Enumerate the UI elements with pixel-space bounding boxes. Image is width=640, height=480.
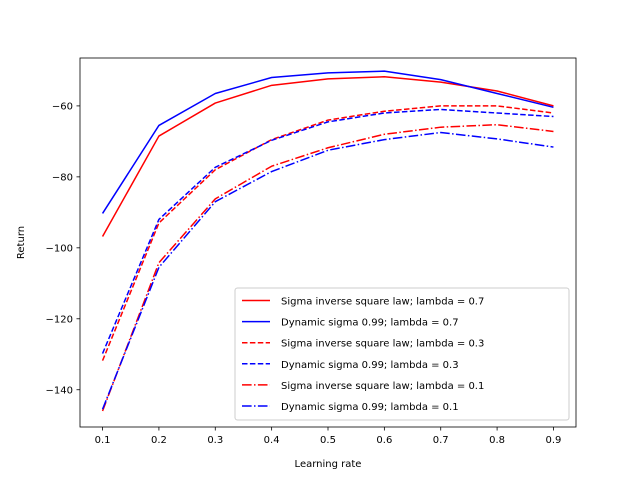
y-axis: −140 −120 −100 −80 −60	[46, 101, 80, 396]
legend: Sigma inverse square law; lambda = 0.7 Dy…	[234, 287, 570, 421]
series-line-2	[101, 70, 554, 214]
y-tick-label: −140	[46, 385, 73, 396]
legend-label-6: Dynamic sigma 0.99; lambda = 0.1	[281, 402, 459, 413]
x-tick-label: 0.5	[320, 435, 336, 446]
series-line-3	[101, 105, 554, 361]
x-tick-label: 0.9	[546, 435, 562, 446]
y-tick-label: −60	[52, 101, 73, 112]
legend-label-5: Sigma inverse square law; lambda = 0.1	[281, 381, 484, 392]
series-line-4	[101, 108, 554, 354]
x-tick-label: 0.6	[376, 435, 392, 446]
series-line-1	[101, 76, 554, 237]
y-tick-label: −100	[46, 243, 73, 254]
x-axis-label: Learning rate	[295, 459, 362, 470]
series-layer	[101, 70, 554, 412]
x-tick-label: 0.1	[95, 435, 111, 446]
legend-label-4: Dynamic sigma 0.99; lambda = 0.3	[281, 360, 459, 371]
legend-label-1: Sigma inverse square law; lambda = 0.7	[281, 297, 484, 308]
legend-label-3: Sigma inverse square law; lambda = 0.3	[281, 339, 484, 350]
x-tick-label: 0.8	[489, 435, 505, 446]
x-tick-label: 0.3	[207, 435, 223, 446]
y-axis-label: Return	[16, 226, 27, 259]
legend-box	[234, 287, 570, 421]
x-tick-label: 0.4	[264, 435, 280, 446]
y-tick-label: −80	[52, 172, 73, 183]
x-tick-label: 0.2	[151, 435, 167, 446]
x-axis: 0.1 0.2 0.3 0.4 0.5 0.6 0.7 0.8 0.9	[95, 427, 562, 446]
series-line-6	[101, 131, 554, 410]
legend-label-2: Dynamic sigma 0.99; lambda = 0.7	[281, 318, 459, 329]
series-line-5	[101, 123, 554, 412]
y-tick-label: −120	[46, 314, 73, 325]
x-tick-label: 0.7	[433, 435, 449, 446]
